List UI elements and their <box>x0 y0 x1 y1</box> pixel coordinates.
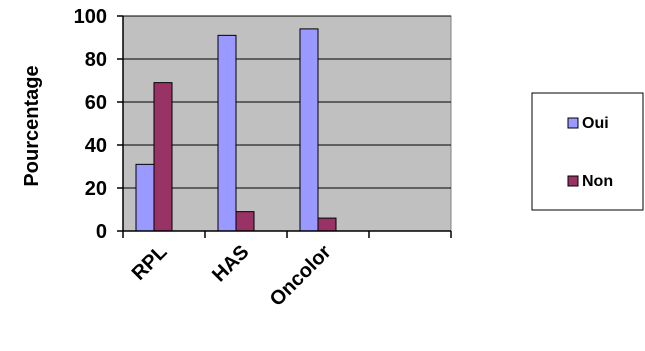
y-tick-label: 20 <box>85 178 107 200</box>
bar-non-oncolor <box>317 217 337 232</box>
bar-non-rpl <box>153 82 173 232</box>
y-tick-label: 100 <box>74 6 107 28</box>
legend-swatch-oui <box>567 117 579 129</box>
legend-box <box>531 92 644 211</box>
x-tick-labels: RPL HAS Oncolor <box>122 231 452 311</box>
x-tick-label: Oncolor <box>266 241 336 311</box>
legend: Oui Non <box>531 92 644 211</box>
y-tick-labels: 0 20 40 60 80 100 <box>74 6 123 243</box>
plot-area <box>122 15 452 232</box>
x-tick-label: HAS <box>208 241 253 286</box>
legend-label-non: Non <box>582 173 613 190</box>
bars-group <box>135 28 337 232</box>
y-tick-label: 40 <box>85 135 107 157</box>
legend-label-oui: Oui <box>582 115 609 132</box>
y-tick-label: 0 <box>96 221 107 243</box>
gridlines <box>123 15 451 189</box>
bar-oui-rpl <box>135 163 155 232</box>
y-tick-label: 80 <box>85 49 107 71</box>
y-axis-title: Pourcentage <box>21 65 43 186</box>
x-tick-label: RPL <box>128 241 172 285</box>
bar-oui-has <box>217 34 237 232</box>
bar-non-has <box>235 211 255 232</box>
legend-swatch-non <box>567 175 579 187</box>
bar-oui-oncolor <box>299 28 319 232</box>
y-tick-label: 60 <box>85 92 107 114</box>
